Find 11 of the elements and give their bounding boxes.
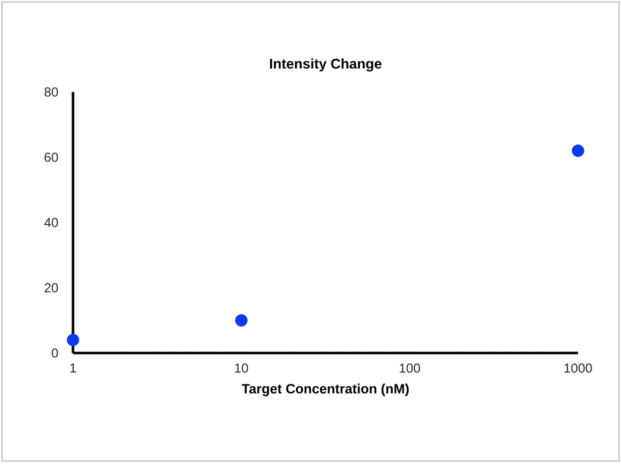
y-tick-label: 40 (44, 218, 58, 228)
y-tick-label: 0 (52, 348, 58, 358)
x-tick-label: 100 (400, 364, 420, 373)
y-tick-label: 80 (44, 87, 58, 97)
x-axis-title: Target Concentration (nM) (242, 384, 409, 396)
x-tick-label: 10 (235, 364, 248, 373)
y-tick-label: 20 (44, 283, 58, 292)
x-tick-label: 1 (70, 364, 76, 372)
chart-title: Intensity Change (270, 58, 382, 72)
x-tick-label: 1000 (564, 364, 592, 373)
y-tick-label: 60 (44, 152, 58, 162)
